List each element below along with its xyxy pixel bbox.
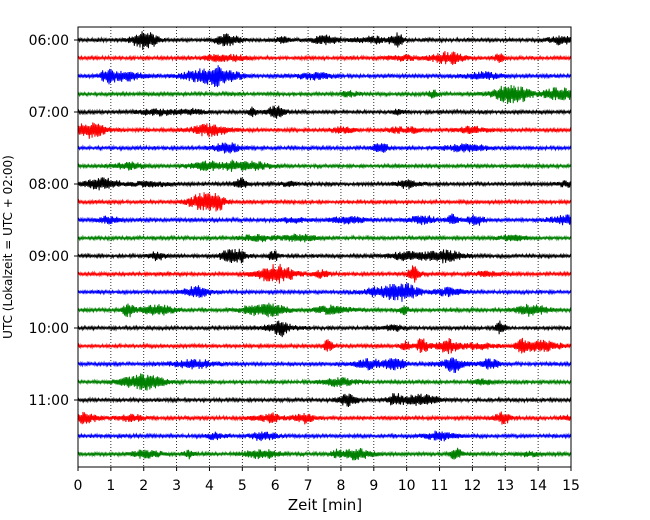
trace-0915 bbox=[77, 263, 572, 284]
y-tick-label: 07:00 bbox=[29, 105, 69, 121]
trace-1015 bbox=[77, 337, 572, 355]
trace-0700 bbox=[77, 105, 572, 119]
y-tick-label: 09:00 bbox=[29, 249, 69, 265]
x-tick-label: 6 bbox=[271, 478, 280, 494]
trace-1100 bbox=[77, 393, 572, 407]
x-tick-label: 13 bbox=[496, 478, 514, 494]
grid-lines bbox=[110, 27, 539, 467]
trace-0815 bbox=[77, 192, 572, 212]
x-tick-label: 1 bbox=[106, 478, 115, 494]
trace-0800 bbox=[77, 177, 572, 191]
trace-0830 bbox=[77, 213, 572, 227]
x-axis-ticks: 0 1 2 3 4 5 6 7 8 9 10 11 12 13 14 15 bbox=[74, 467, 580, 494]
x-tick-label: 4 bbox=[205, 478, 214, 494]
trace-1130 bbox=[77, 430, 572, 442]
x-tick-label: 15 bbox=[562, 478, 580, 494]
trace-0945 bbox=[77, 302, 572, 318]
y-tick-label: 10:00 bbox=[29, 321, 69, 337]
trace-0930 bbox=[77, 283, 572, 302]
x-tick-label: 10 bbox=[398, 478, 416, 494]
x-axis-label: Zeit [min] bbox=[288, 496, 362, 514]
x-tick-label: 8 bbox=[336, 478, 345, 494]
y-axis-ticks: 06:00 07:00 08:00 09:00 10:00 11:00 bbox=[29, 33, 78, 409]
trace-1145 bbox=[77, 447, 572, 461]
trace-1000 bbox=[77, 320, 572, 338]
y-axis-label: UTC (Lokalzeit = UTC + 02:00) bbox=[1, 155, 15, 339]
x-tick-label: 5 bbox=[238, 478, 247, 494]
x-tick-label: 14 bbox=[529, 478, 547, 494]
trace-0630 bbox=[77, 65, 572, 88]
trace-0845 bbox=[77, 233, 572, 243]
trace-1030 bbox=[77, 357, 572, 374]
x-tick-label: 0 bbox=[74, 478, 83, 494]
trace-0730 bbox=[77, 142, 572, 154]
trace-0745 bbox=[77, 159, 572, 172]
trace-0715 bbox=[77, 122, 572, 139]
x-tick-label: 12 bbox=[463, 478, 481, 494]
x-tick-label: 7 bbox=[304, 478, 313, 494]
x-tick-label: 9 bbox=[369, 478, 378, 494]
plot-frame bbox=[77, 26, 572, 468]
trace-0645 bbox=[77, 84, 572, 105]
y-tick-label: 11:00 bbox=[29, 393, 69, 409]
y-tick-label: 08:00 bbox=[29, 177, 69, 193]
x-tick-label: 2 bbox=[139, 478, 148, 494]
trace-1115 bbox=[77, 411, 572, 425]
y-tick-label: 06:00 bbox=[29, 33, 69, 49]
trace-0615 bbox=[77, 51, 572, 65]
trace-1045 bbox=[77, 373, 572, 391]
x-tick-label: 3 bbox=[172, 478, 181, 494]
seismic-traces bbox=[77, 31, 572, 461]
trace-0900 bbox=[77, 248, 572, 264]
x-tick-label: 11 bbox=[431, 478, 449, 494]
trace-0600 bbox=[77, 31, 572, 51]
